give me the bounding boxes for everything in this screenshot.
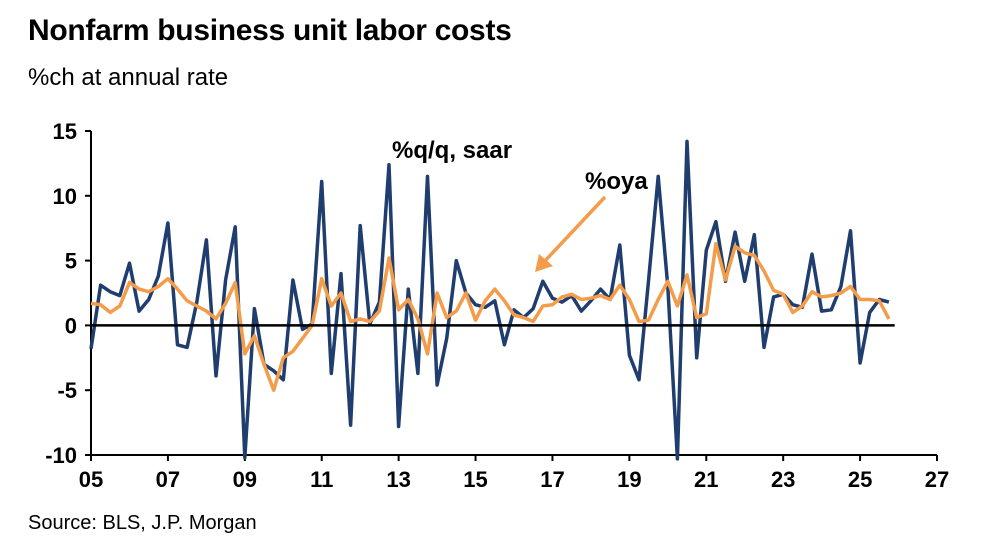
series-layer [89,139,895,461]
series-line-oya [90,242,891,392]
y-tick-label: -5 [57,378,77,403]
x-tick-label: 07 [156,467,180,492]
y-tick-label: 15 [53,119,77,144]
x-tick-label: 27 [925,467,949,492]
source-note: Source: BLS, J.P. Morgan [28,512,257,534]
x-tick-label: 25 [848,467,872,492]
chart-subtitle: %ch at annual rate [28,64,229,91]
x-tick-label: 09 [233,467,257,492]
annotation-layer: %q/q, saar %oya [392,137,648,272]
x-tick-label: 19 [617,467,641,492]
y-tick-label: -10 [45,443,77,468]
y-tick-label: 5 [65,249,77,274]
x-tick-label: 17 [540,467,564,492]
x-tick-label: 05 [79,467,103,492]
y-tick-label: 0 [65,313,77,338]
y-tick-label: 10 [53,184,77,209]
x-tick-label: 21 [694,467,718,492]
x-tick-label: 15 [463,467,487,492]
annotation-arrow-head [535,254,553,272]
chart-title: Nonfarm business unit labor costs [28,14,512,47]
annotation-arrow-shaft [541,195,607,265]
annotation-oya-label: %oya [585,168,648,195]
annotation-qq-label: %q/q, saar [392,137,512,164]
series-line-qq [89,139,890,461]
x-tick-label: 23 [771,467,795,492]
x-tick-label: 13 [386,467,410,492]
x-tick-label: 11 [310,467,333,492]
